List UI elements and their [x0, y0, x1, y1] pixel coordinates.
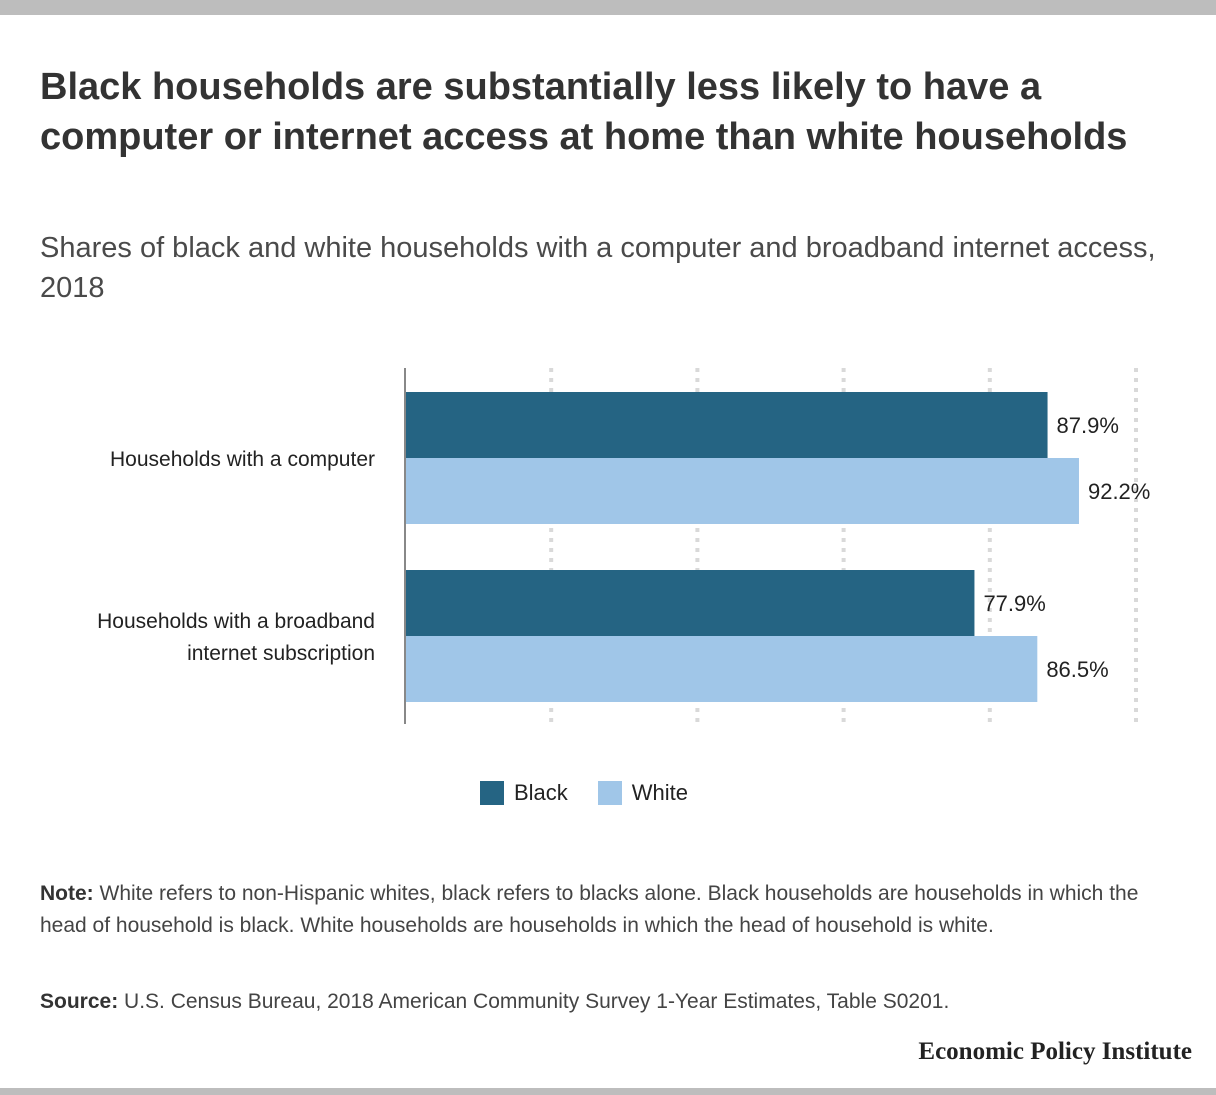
- legend-label-black: Black: [514, 780, 568, 805]
- category-label-1: Households with a broadband: [97, 610, 375, 633]
- chart-note: Note: White refers to non-Hispanic white…: [40, 878, 1190, 942]
- note-label: Note:: [40, 882, 94, 905]
- bar-black-0: [405, 392, 1048, 458]
- chart-source: Source: U.S. Census Bureau, 2018 America…: [40, 986, 1190, 1018]
- bar-chart: 87.9% 92.2% Households with a computer 77.9…: [97, 368, 1150, 724]
- data-label-black-1: 77.9%: [983, 591, 1045, 616]
- data-label-white-1: 86.5%: [1046, 657, 1108, 682]
- category-label-0: Households with a computer: [110, 448, 375, 471]
- chart-title: Black households are substantially less …: [40, 66, 1128, 158]
- legend-item-black: Black: [480, 780, 568, 806]
- data-label-white-0: 92.2%: [1088, 479, 1150, 504]
- bar-black-1: [405, 570, 975, 636]
- chart-subtitle: Shares of black and white households wit…: [40, 232, 1156, 304]
- note-text: White refers to non-Hispanic whites, bla…: [40, 882, 1139, 937]
- legend-label-white: White: [631, 780, 689, 805]
- bar-white-0: [405, 458, 1079, 524]
- source-text: U.S. Census Bureau, 2018 American Commun…: [118, 990, 950, 1013]
- top-border-bar: [0, 0, 1216, 15]
- publisher-logo: Economic Policy Institute: [918, 1038, 1192, 1065]
- legend-swatch-black: [480, 781, 504, 805]
- bottom-border-bar: [0, 1088, 1216, 1095]
- data-label-black-0: 87.9%: [1057, 413, 1119, 438]
- legend-item-white: White: [597, 780, 689, 806]
- chart-legend: Black White: [480, 780, 718, 806]
- category-label-1: internet subscription: [187, 642, 375, 665]
- bar-white-1: [405, 636, 1038, 702]
- source-label: Source:: [40, 990, 119, 1013]
- legend-swatch-white: [597, 781, 622, 805]
